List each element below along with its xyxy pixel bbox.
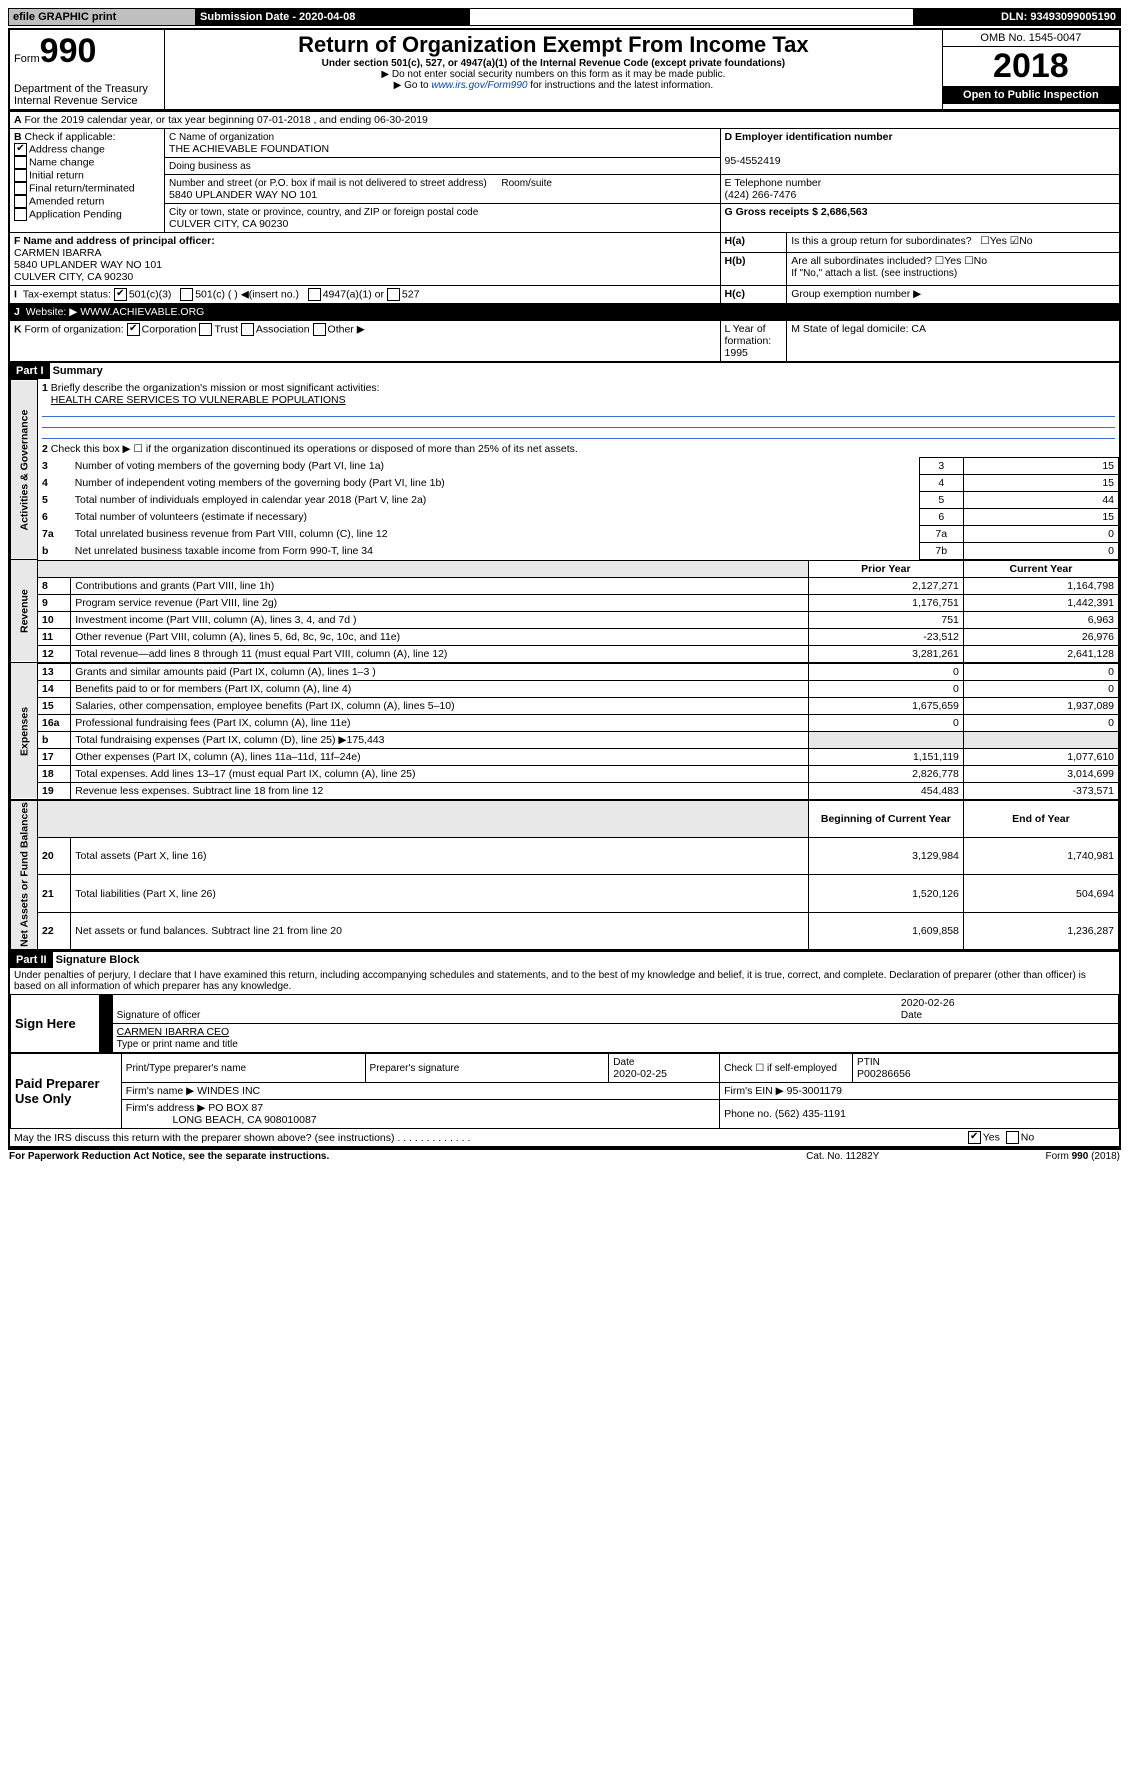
omb: OMB No. 1545-0047 [943, 30, 1119, 47]
phone: (424) 266-7476 [725, 189, 797, 201]
chk-corp[interactable]: ✔ [127, 323, 140, 336]
c-name-label: C Name of organization [169, 132, 274, 143]
firm-addr: Firm's address ▶ PO BOX 87 [126, 1102, 263, 1114]
line2: Check this box ▶ ☐ if the organization d… [51, 443, 578, 455]
col-end: End of Year [963, 800, 1118, 837]
r5: Total number of individuals employed in … [71, 491, 919, 508]
addr-label: Number and street (or P.O. box if mail i… [169, 178, 487, 189]
pra-notice: For Paperwork Reduction Act Notice, see … [8, 1149, 731, 1163]
r3: Number of voting members of the governin… [71, 457, 919, 474]
revenue-table: Revenue Prior Year Current Year 8Contrib… [10, 560, 1119, 663]
firm-phone: Phone no. (562) 435-1191 [720, 1100, 1119, 1129]
paid-preparer: Paid Preparer Use Only Print/Type prepar… [10, 1053, 1119, 1129]
r4: Number of independent voting members of … [71, 474, 919, 491]
sub3: ▶ Go to www.irs.gov/Form990 for instruct… [169, 80, 938, 91]
perjury-decl: Under penalties of perjury, I declare th… [10, 968, 1119, 994]
sig-label: Signature of officer [117, 1010, 201, 1021]
part1-sub: Summary [53, 365, 103, 377]
ein: 95-4552419 [725, 155, 781, 167]
entity-block: A For the 2019 calendar year, or tax yea… [8, 111, 1121, 363]
firm-ein: Firm's EIN ▶ 95-3001179 [720, 1083, 1119, 1100]
ha: Is this a group return for subordinates? [791, 235, 971, 247]
d-label: D Employer identification number [725, 131, 893, 143]
firm-name: Firm's name ▶ WINDES INC [121, 1083, 719, 1100]
efile-topbar: efile GRAPHIC print Submission Date - 20… [8, 8, 1121, 26]
form-number: 990 [40, 32, 97, 70]
chk-discuss-no[interactable] [1006, 1131, 1019, 1144]
mission-text: HEALTH CARE SERVICES TO VULNERABLE POPUL… [51, 394, 346, 406]
street: 5840 UPLANDER WAY NO 101 [169, 189, 317, 201]
submission-date: Submission Date - 2020-04-08 [196, 9, 470, 26]
part2-title: Part II [10, 952, 53, 968]
r6: Total number of volunteers (estimate if … [71, 508, 919, 525]
hb: Are all subordinates included? [791, 255, 932, 267]
part2-sub: Signature Block [56, 954, 140, 966]
org-name: THE ACHIEVABLE FOUNDATION [169, 143, 329, 155]
side-ag: Activities & Governance [11, 380, 38, 560]
officer-city: CULVER CITY, CA 90230 [14, 271, 133, 283]
j-label: Website: ▶ [26, 306, 78, 318]
b-label: Check if applicable: [25, 131, 116, 143]
form-title: Return of Organization Exempt From Incom… [169, 32, 938, 58]
state-domicile: M State of legal domicile: CA [787, 321, 1120, 363]
col-prior: Prior Year [808, 560, 963, 577]
sign-here-label: Sign Here [11, 995, 100, 1053]
paid-label: Paid Preparer Use Only [11, 1054, 122, 1129]
chk-initial[interactable] [14, 169, 27, 182]
side-exp: Expenses [11, 663, 38, 799]
form-header: Form990 Department of the Treasury Inter… [8, 28, 1121, 111]
officer-sig-name: CARMEN IBARRA CEO [117, 1026, 230, 1038]
city: CULVER CITY, CA 90230 [169, 218, 288, 230]
chk-address[interactable]: ✔ [14, 143, 27, 156]
chk-final[interactable] [14, 182, 27, 195]
expenses-table: Expenses 13Grants and similar amounts pa… [10, 663, 1119, 800]
year-formation: L Year of formation: 1995 [720, 321, 787, 363]
chk-name[interactable] [14, 156, 27, 169]
sub2: ▶ Do not enter social security numbers o… [169, 69, 938, 80]
r7a: Total unrelated business revenue from Pa… [71, 525, 919, 542]
part1-title: Part I [10, 363, 50, 379]
form-word: Form [14, 53, 40, 65]
chk-amended[interactable] [14, 195, 27, 208]
officer-addr: 5840 UPLANDER WAY NO 101 [14, 259, 162, 271]
sign-here: Sign Here Signature of officer 2020-02-2… [10, 994, 1119, 1053]
dept: Department of the Treasury [14, 83, 148, 95]
irs: Internal Revenue Service [14, 95, 138, 107]
chk-discuss-yes[interactable]: ✔ [968, 1131, 981, 1144]
chk-pending[interactable] [14, 208, 27, 221]
ptin: P00286656 [857, 1068, 911, 1080]
col-current: Current Year [963, 560, 1118, 577]
dba-label: Doing business as [169, 161, 251, 172]
r7b: Net unrelated business taxable income fr… [71, 542, 919, 559]
irs-link[interactable]: www.irs.gov/Form990 [431, 80, 527, 91]
sub1: Under section 501(c), 527, or 4947(a)(1)… [169, 58, 938, 69]
f-label: F Name and address of principal officer: [14, 235, 215, 247]
tax-year: 2018 [943, 47, 1119, 86]
dln: DLN: 93493099005190 [914, 9, 1121, 26]
chk-501c3[interactable]: ✔ [114, 288, 127, 301]
sig-date: 2020-02-26 [901, 997, 955, 1009]
website[interactable]: WWW.ACHIEVABLE.ORG [80, 306, 204, 318]
open-public: Open to Public Inspection [943, 86, 1119, 104]
col-begin: Beginning of Current Year [808, 800, 963, 837]
discuss-q: May the IRS discuss this return with the… [10, 1129, 964, 1146]
city-label: City or town, state or province, country… [169, 207, 478, 218]
gross-receipts: G Gross receipts $ 2,686,563 [725, 206, 868, 218]
summary-table: Activities & Governance 1 Briefly descri… [10, 379, 1119, 560]
officer-name: CARMEN IBARRA [14, 247, 102, 259]
side-na: Net Assets or Fund Balances [11, 800, 38, 950]
line-a: A For the 2019 calendar year, or tax yea… [9, 112, 1120, 129]
mission-label: Briefly describe the organization's miss… [51, 382, 380, 394]
side-rev: Revenue [11, 560, 38, 662]
hc: Group exemption number ▶ [787, 286, 1120, 304]
netassets-table: Net Assets or Fund Balances Beginning of… [10, 800, 1119, 951]
form-footer: Form 990 (2018) [954, 1149, 1121, 1163]
efile-btn[interactable]: efile GRAPHIC print [9, 9, 196, 26]
e-label: E Telephone number [725, 177, 822, 189]
i-label: Tax-exempt status: [23, 288, 111, 300]
cat-no: Cat. No. 11282Y [731, 1149, 954, 1163]
